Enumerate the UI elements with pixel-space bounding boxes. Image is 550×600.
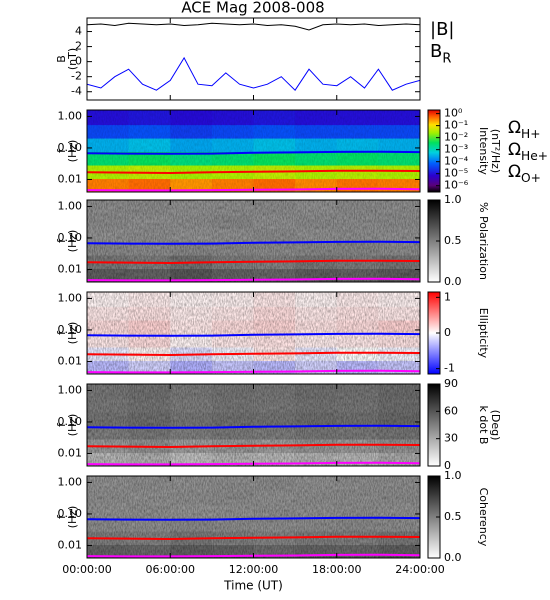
series-line [87,56,420,91]
y-axis-label: (nT) [66,48,79,70]
colorbar-label: Ellipticity [477,308,490,359]
y-tick-label: 0.01 [58,446,83,459]
colorbar-tick-label: -1 [444,362,455,375]
colorbar-tick-label: 10⁰ [444,107,463,120]
y-axis-label: (Hz) [66,506,79,529]
colorbar-tick-label: 10⁻⁵ [444,167,468,180]
series-line [87,259,420,265]
y-axis-label: (Hz) [66,140,79,163]
colorbar-tick-label: 1 [444,290,451,303]
colorbar-tick-label: 10⁻⁶ [444,179,469,192]
y-tick-label: 0.01 [58,172,83,185]
colorbar-label: k dot B [477,406,490,445]
colorbar-tick-label: 10⁻³ [444,143,468,156]
y-axis-label: f [55,148,68,153]
colorbar-tick-label: 1.0 [444,193,462,206]
x-axis-label: Time (UT) [223,579,283,593]
colorbar-tick-label: 0.5 [444,234,462,247]
y-tick-label: 0.01 [58,354,83,367]
y-tick-label: 0.10 [58,507,83,520]
colorbar-label: (Deg) [489,410,502,441]
legend-subscript: R [442,51,451,66]
plot-area [87,292,420,374]
y-tick-label: 1.00 [58,199,83,212]
y-tick-label: 1.00 [58,475,83,488]
series-line [87,351,420,357]
y-tick-label: 4 [75,25,82,38]
colorbar-tick-label: 10⁻² [444,131,468,144]
y-tick-label: 1.00 [58,383,83,396]
series-line [87,22,420,31]
chart-title: ACE Mag 2008-008 [181,0,324,17]
y-axis-label: B [55,55,68,63]
y-axis-label: f [55,330,68,335]
y-axis-label: (Hz) [66,230,79,253]
colorbar-tick-label: 0.0 [444,275,462,288]
colorbar-label: Intensity [477,127,490,175]
colorbar-tick-label: 0 [444,459,451,472]
colorbar-tick-label: 30 [444,432,458,445]
y-tick-label: 0.10 [58,141,83,154]
y-tick-label: 0.10 [58,415,83,428]
y-tick-label: 0.10 [58,231,83,244]
legend-subscript: H+ [521,126,540,140]
legend-label: ΩH+ [508,118,540,140]
plot-area [87,200,420,282]
y-tick-label: 0 [75,55,82,68]
colorbar-tick-label: 10⁻⁴ [444,155,469,168]
legend-label: ΩO+ [508,162,541,184]
y-axis-label: (Hz) [66,322,79,345]
plot-area [87,384,420,466]
legend-label: |B| [430,19,454,40]
x-tick-label: 06:00:00 [146,563,195,576]
y-tick-label: 2 [75,40,82,53]
x-tick-label: 12:00:00 [229,563,278,576]
y-tick-label: -4 [71,85,82,98]
series-line [87,150,420,155]
y-axis-label: f [55,238,68,243]
y-tick-label: 0.01 [58,538,83,551]
y-tick-label: -2 [71,70,82,83]
colorbar-tick-label: 90 [444,377,458,390]
colorbar-label: (nT²/Hz) [489,129,502,173]
plot-area [87,476,420,558]
colorbar-tick-label: 10⁻¹ [444,119,468,132]
y-tick-label: 0.10 [58,323,83,336]
colorbar-tick-label: 0.5 [444,510,462,523]
y-tick-label: 1.00 [58,291,83,304]
legend-subscript: O+ [521,170,541,184]
series-line [87,535,420,541]
series-line [87,332,420,337]
y-axis-label: f [55,422,68,427]
plot-area [87,22,420,91]
colorbar [427,383,441,467]
legend-subscript: He+ [521,148,548,162]
colorbar-tick-label: 60 [444,404,458,417]
x-tick-label: 18:00:00 [312,563,361,576]
y-axis-label: (Hz) [66,414,79,437]
colorbar-tick-label: 0 [444,326,451,339]
series-line [87,240,420,245]
x-tick-label: 24:00:00 [395,563,444,576]
colorbar [427,109,441,193]
legend-label: ΩHe+ [508,140,548,162]
colorbar-tick-label: 0.0 [444,551,462,564]
plot-area [87,110,420,192]
y-tick-label: 0.01 [58,262,83,275]
legend-label: BR [430,41,451,66]
colorbar-label: Coherency [477,488,490,547]
y-axis-label: f [55,514,68,519]
y-tick-label: 1.00 [58,109,83,122]
series-line [87,516,420,521]
series-line [87,443,420,449]
colorbar-tick-label: 1.0 [444,469,462,482]
series-line [87,424,420,429]
x-tick-label: 00:00:00 [62,563,111,576]
series-line [87,169,420,175]
colorbar-label: % Polarization [477,202,490,280]
